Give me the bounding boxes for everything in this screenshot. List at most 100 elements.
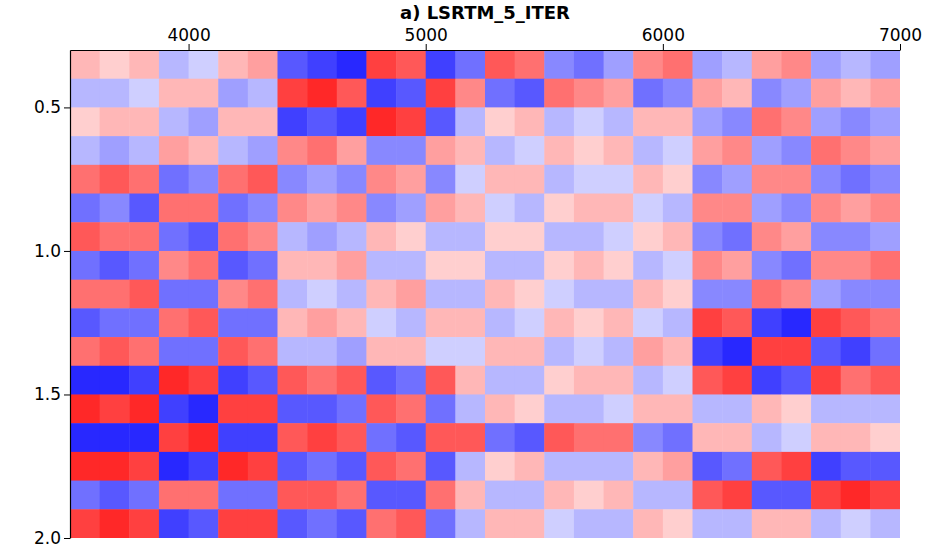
cell <box>722 79 752 108</box>
cell <box>426 509 456 538</box>
cell <box>248 481 278 510</box>
cell <box>278 79 308 108</box>
cell <box>752 251 782 280</box>
cell <box>870 136 900 165</box>
cell <box>278 394 308 423</box>
cell <box>159 423 189 452</box>
cell <box>455 481 485 510</box>
cell <box>811 308 841 337</box>
cell <box>870 366 900 395</box>
cell <box>248 337 278 366</box>
cell <box>426 308 456 337</box>
cell <box>159 308 189 337</box>
cell <box>544 366 574 395</box>
cell <box>870 394 900 423</box>
cell <box>544 280 574 309</box>
cell <box>781 394 811 423</box>
cell <box>663 165 693 194</box>
cell <box>396 423 426 452</box>
cell <box>722 50 752 79</box>
cell <box>278 481 308 510</box>
cell <box>544 222 574 251</box>
cell <box>159 50 189 79</box>
cell <box>515 107 545 136</box>
cell <box>574 136 604 165</box>
cell <box>574 366 604 395</box>
cell <box>426 423 456 452</box>
cell <box>604 107 634 136</box>
cell <box>366 423 396 452</box>
cell <box>544 79 574 108</box>
cell <box>189 165 219 194</box>
cell <box>633 509 663 538</box>
cell <box>366 136 396 165</box>
cell <box>604 308 634 337</box>
cell <box>485 194 515 223</box>
cell <box>870 251 900 280</box>
cell <box>515 165 545 194</box>
cell <box>485 509 515 538</box>
cell <box>366 107 396 136</box>
cell <box>248 394 278 423</box>
cell <box>633 165 663 194</box>
cell <box>633 222 663 251</box>
cell <box>307 107 337 136</box>
cell <box>307 79 337 108</box>
cell <box>366 509 396 538</box>
axis-line <box>70 51 71 539</box>
tick-label: 1.0 <box>34 241 61 261</box>
chart: 40005000600070000.51.01.52.0a) LSRTM_5_I… <box>0 0 941 551</box>
cell <box>426 165 456 194</box>
cell <box>218 251 248 280</box>
cell <box>366 194 396 223</box>
cell <box>337 280 367 309</box>
cell <box>455 251 485 280</box>
cell <box>574 308 604 337</box>
cell <box>841 107 871 136</box>
cell <box>604 165 634 194</box>
cell <box>455 222 485 251</box>
cell <box>426 337 456 366</box>
cell <box>811 423 841 452</box>
cell <box>396 366 426 395</box>
cell <box>604 452 634 481</box>
cell <box>574 481 604 510</box>
cell <box>70 222 100 251</box>
cell <box>485 251 515 280</box>
cell <box>455 50 485 79</box>
cell <box>218 194 248 223</box>
cell <box>218 481 248 510</box>
cell <box>426 79 456 108</box>
cell <box>752 50 782 79</box>
cell <box>485 136 515 165</box>
cell <box>633 136 663 165</box>
tick-mark <box>64 538 70 539</box>
cell <box>811 194 841 223</box>
cell <box>70 280 100 309</box>
cell <box>870 194 900 223</box>
cell <box>248 366 278 395</box>
cell <box>811 366 841 395</box>
cell <box>515 194 545 223</box>
cell <box>129 337 159 366</box>
cell <box>604 481 634 510</box>
cell <box>841 280 871 309</box>
cell <box>129 452 159 481</box>
cell <box>870 222 900 251</box>
cell <box>574 452 604 481</box>
cell <box>100 194 130 223</box>
cell <box>426 251 456 280</box>
cell <box>781 50 811 79</box>
tick: 1.0 <box>34 241 70 261</box>
cell <box>752 280 782 309</box>
cell <box>633 107 663 136</box>
cell <box>633 50 663 79</box>
tick-label: 5000 <box>405 25 448 45</box>
cell <box>633 308 663 337</box>
cell <box>722 509 752 538</box>
cell <box>366 165 396 194</box>
cell <box>426 136 456 165</box>
cell <box>159 280 189 309</box>
cell <box>722 165 752 194</box>
cell <box>337 222 367 251</box>
